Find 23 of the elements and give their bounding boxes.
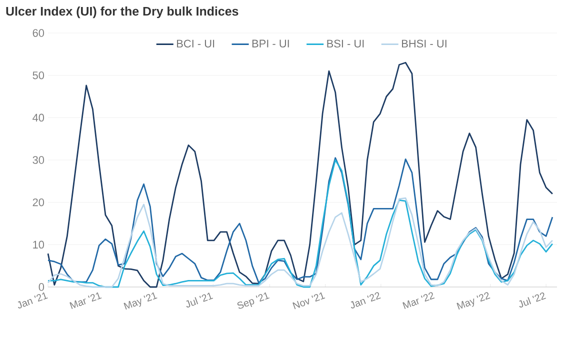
x-tick-label: May '22 (456, 292, 490, 310)
line-series (47, 62, 554, 288)
y-tick-label: 10 (33, 240, 44, 249)
x-tick-label: Mar '21 (70, 292, 102, 310)
x-tick-label: Mar '22 (402, 292, 435, 310)
legend-label: BCI - UI (177, 40, 214, 48)
y-tick-label: 60 (32, 29, 44, 37)
y-tick-label: 40 (32, 114, 44, 122)
x-tick-label: Jan '22 (350, 292, 381, 308)
x-tick-label: Sep '21 (237, 292, 270, 309)
x-tick-label: Nov '21 (292, 292, 326, 310)
x-tick-label: Jul '21 (186, 292, 214, 308)
legend-label: BHSI - UI (402, 40, 446, 48)
x-tick-label: May '21 (124, 292, 158, 310)
y-tick-label: 0 (38, 283, 44, 291)
y-tick-label: 20 (32, 198, 44, 206)
x-tick-label: Jan '21 (18, 292, 48, 308)
legend-label: BPI - UI (252, 40, 289, 48)
legend-label: BSI - UI (327, 40, 364, 48)
y-tick-label: 30 (32, 156, 44, 164)
chart-title: Ulcer Index (UI) for the Dry bulk Indices (6, 6, 238, 18)
x-tick-label: Jul '22 (519, 292, 546, 308)
y-tick-label: 50 (32, 71, 44, 80)
